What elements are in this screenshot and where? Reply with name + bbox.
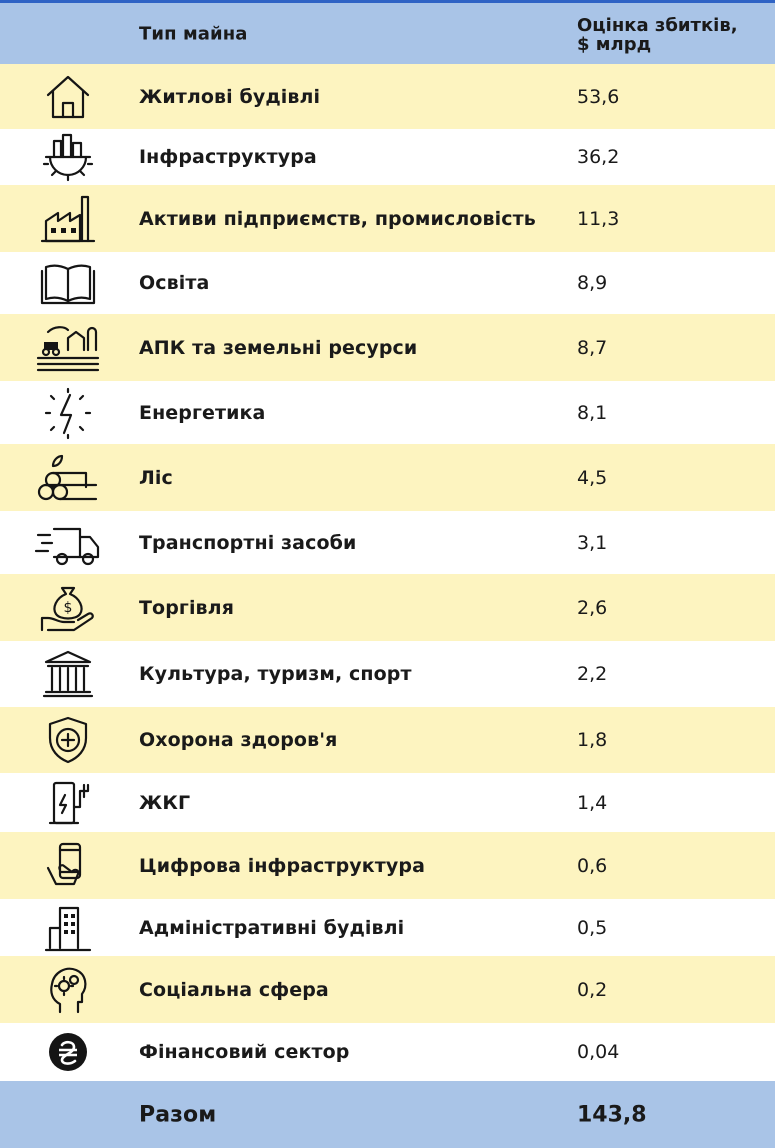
table-row: Адміністративні будівлі 0,5 <box>0 899 775 956</box>
row-label: Освіта <box>139 272 210 294</box>
table-row: Цифрова інфраструктура 0,6 <box>0 832 775 899</box>
row-value: 2,2 <box>577 663 608 685</box>
smartphone-hand-icon <box>28 832 108 899</box>
header-type: Тип майна <box>139 23 248 44</box>
row-value: 1,8 <box>577 729 608 751</box>
book-icon <box>28 252 108 314</box>
table-row: Житлові будівлі 53,6 <box>0 64 775 129</box>
row-value: 0,5 <box>577 916 608 939</box>
table-header: Тип майна Оцінка збитків, $ млрд <box>0 3 775 64</box>
row-value: 3,1 <box>577 531 608 554</box>
row-label: Енергетика <box>139 401 266 424</box>
table-row: ЖКГ 1,4 <box>0 773 775 832</box>
row-label: Фінансовий сектор <box>139 1041 350 1063</box>
farm-tractor-icon <box>28 314 108 381</box>
hryvnia-coin-icon <box>28 1023 108 1081</box>
table-row: Інфраструктура 36,2 <box>0 129 775 185</box>
row-value: 36,2 <box>577 146 620 168</box>
table-row: Ліс 4,5 <box>0 444 775 511</box>
row-value: 0,2 <box>577 978 608 1001</box>
health-shield-icon <box>28 707 108 773</box>
table-row: Культура, туризм, спорт 2,2 <box>0 641 775 707</box>
table-row: Охорона здоров'я 1,8 <box>0 707 775 773</box>
row-label: Охорона здоров'я <box>139 729 338 751</box>
table-row: Освіта 8,9 <box>0 252 775 314</box>
total-label: Разом <box>139 1102 217 1127</box>
row-value: 11,3 <box>577 207 620 230</box>
table-row: АПК та земельні ресурси 8,7 <box>0 314 775 381</box>
truck-icon <box>28 511 108 574</box>
row-label: Соціальна сфера <box>139 978 329 1001</box>
row-value: 8,1 <box>577 401 608 424</box>
head-gears-icon <box>28 956 108 1023</box>
row-value: 1,4 <box>577 791 608 814</box>
table-row: $ Торгівля 2,6 <box>0 574 775 641</box>
table-row: Соціальна сфера 0,2 <box>0 956 775 1023</box>
city-gear-icon <box>28 129 108 185</box>
row-label: Культура, туризм, спорт <box>139 663 412 685</box>
logs-icon <box>28 444 108 511</box>
table-row: Активи підприємств, промисловість 11,3 <box>0 185 775 252</box>
header-value: Оцінка збитків, $ млрд <box>577 15 738 55</box>
columns-building-icon <box>28 641 108 707</box>
row-label: Житлові будівлі <box>139 85 321 108</box>
row-label: Адміністративні будівлі <box>139 916 405 939</box>
row-label: Торгівля <box>139 596 234 619</box>
row-value: 8,7 <box>577 336 608 359</box>
row-value: 53,6 <box>577 85 620 108</box>
row-value: 0,04 <box>577 1041 620 1063</box>
row-label: АПК та земельні ресурси <box>139 336 418 359</box>
factory-icon <box>28 185 108 252</box>
row-label: ЖКГ <box>139 791 191 814</box>
row-value: 4,5 <box>577 466 608 489</box>
row-label: Інфраструктура <box>139 146 317 168</box>
lightning-icon <box>28 381 108 444</box>
row-label: Цифрова інфраструктура <box>139 854 425 877</box>
row-value: 8,9 <box>577 272 608 294</box>
charging-station-icon <box>28 773 108 832</box>
table-row: Енергетика 8,1 <box>0 381 775 444</box>
house-icon <box>28 64 108 129</box>
row-label: Ліс <box>139 466 173 489</box>
row-value: 0,6 <box>577 854 608 877</box>
top-accent-line <box>0 0 775 3</box>
svg-text:$: $ <box>64 600 73 616</box>
row-label: Транспортні засоби <box>139 531 357 554</box>
row-label: Активи підприємств, промисловість <box>139 207 536 230</box>
total-row: Разом 143,8 <box>0 1081 775 1148</box>
row-value: 2,6 <box>577 596 608 619</box>
table-row: Фінансовий сектор 0,04 <box>0 1023 775 1081</box>
table-row: Транспортні засоби 3,1 <box>0 511 775 574</box>
money-bag-hand-icon: $ <box>28 574 108 641</box>
total-value: 143,8 <box>577 1102 647 1127</box>
office-building-icon <box>28 899 108 956</box>
